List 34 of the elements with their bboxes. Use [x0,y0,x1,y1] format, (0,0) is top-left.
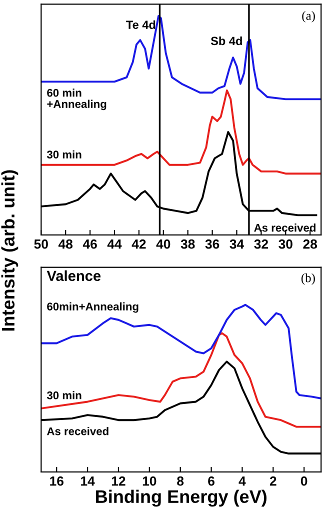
x-tick-label: 34 [230,239,244,249]
x-tick-label: 28 [303,239,318,249]
series-label: As received [254,224,316,232]
x-tick-label: 36 [205,239,220,249]
x-tick-label: 32 [254,239,268,249]
annotation: (a) [302,11,315,22]
x-tick-label: 46 [82,239,97,249]
x-tick-label: 40 [156,239,170,249]
text: (b) [301,273,315,285]
chart-title: Valence [46,270,101,282]
x-tick-label: 8 [177,476,184,486]
x-tick-label: 38 [180,239,195,249]
x-tick-label: 10 [142,476,156,486]
series-label: 60min+Annealing [47,302,138,313]
series-label: 60 min +Annealing [47,88,106,110]
y-axis-title: Intensity (arb. unit) [1,170,18,331]
series-label: 30 min [46,150,82,159]
x-tick-label: 4 [238,476,246,486]
series-label: 30 min [46,391,82,400]
x-axis-title: Binding Energy (eV) [96,490,266,507]
x-tick-label: 0 [300,476,308,486]
x-tick-label: 48 [58,239,73,249]
x-tick-label: 16 [50,476,64,486]
x-tick-label: 6 [208,476,214,486]
x-tick-label: 30 [278,239,292,249]
x-tick-label: 2 [270,476,276,486]
x-tick-label: 42 [132,239,146,249]
series-label: As received [46,427,108,436]
annotation: Sb 4d [210,36,242,46]
x-tick-label: 50 [34,239,48,249]
annotation: Te 4d [126,20,156,29]
x-tick-label: 12 [112,476,126,486]
x-tick-label: 14 [81,476,95,486]
x-tick-label: 44 [107,240,122,249]
